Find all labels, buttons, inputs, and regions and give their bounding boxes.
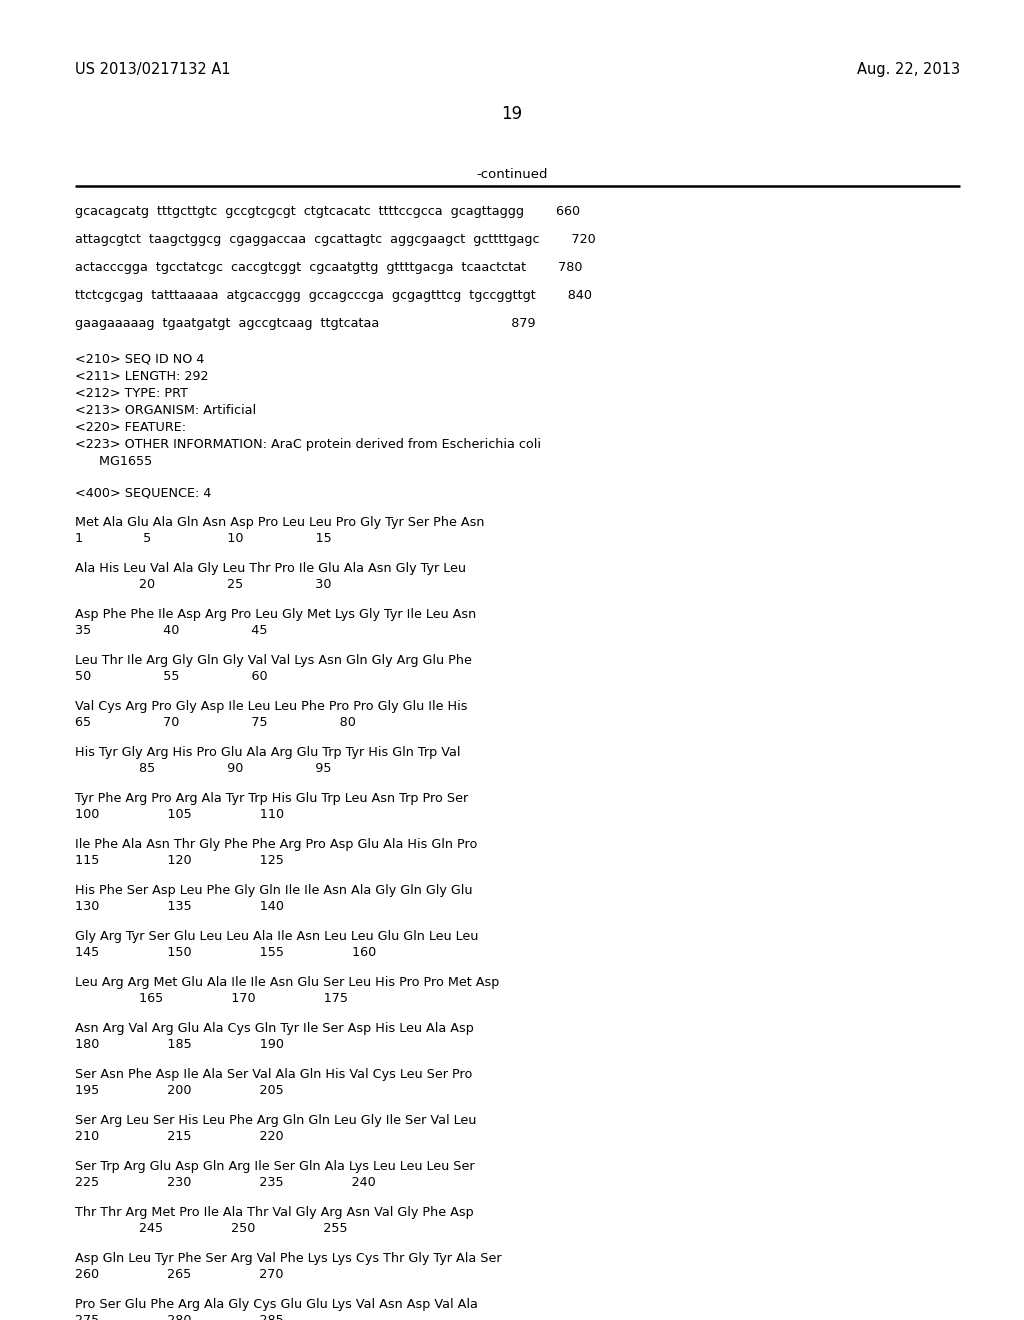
Text: US 2013/0217132 A1: US 2013/0217132 A1 <box>75 62 230 77</box>
Text: 100                 105                 110: 100 105 110 <box>75 808 284 821</box>
Text: Gly Arg Tyr Ser Glu Leu Leu Ala Ile Asn Leu Leu Glu Gln Leu Leu: Gly Arg Tyr Ser Glu Leu Leu Ala Ile Asn … <box>75 931 478 942</box>
Text: Ser Arg Leu Ser His Leu Phe Arg Gln Gln Leu Gly Ile Ser Val Leu: Ser Arg Leu Ser His Leu Phe Arg Gln Gln … <box>75 1114 476 1127</box>
Text: 65                  70                  75                  80: 65 70 75 80 <box>75 715 356 729</box>
Text: Thr Thr Arg Met Pro Ile Ala Thr Val Gly Arg Asn Val Gly Phe Asp: Thr Thr Arg Met Pro Ile Ala Thr Val Gly … <box>75 1206 474 1218</box>
Text: gcacagcatg  tttgcttgtc  gccgtcgcgt  ctgtcacatc  ttttccgcca  gcagttaggg        66: gcacagcatg tttgcttgtc gccgtcgcgt ctgtcac… <box>75 205 581 218</box>
Text: 210                 215                 220: 210 215 220 <box>75 1130 284 1143</box>
Text: His Phe Ser Asp Leu Phe Gly Gln Ile Ile Asn Ala Gly Gln Gly Glu: His Phe Ser Asp Leu Phe Gly Gln Ile Ile … <box>75 884 472 898</box>
Text: <211> LENGTH: 292: <211> LENGTH: 292 <box>75 370 209 383</box>
Text: 260                 265                 270: 260 265 270 <box>75 1269 284 1280</box>
Text: 275                 280                 285: 275 280 285 <box>75 1313 284 1320</box>
Text: Ser Asn Phe Asp Ile Ala Ser Val Ala Gln His Val Cys Leu Ser Pro: Ser Asn Phe Asp Ile Ala Ser Val Ala Gln … <box>75 1068 472 1081</box>
Text: Tyr Phe Arg Pro Arg Ala Tyr Trp His Glu Trp Leu Asn Trp Pro Ser: Tyr Phe Arg Pro Arg Ala Tyr Trp His Glu … <box>75 792 468 805</box>
Text: <400> SEQUENCE: 4: <400> SEQUENCE: 4 <box>75 486 211 499</box>
Text: Ser Trp Arg Glu Asp Gln Arg Ile Ser Gln Ala Lys Leu Leu Leu Ser: Ser Trp Arg Glu Asp Gln Arg Ile Ser Gln … <box>75 1160 475 1173</box>
Text: 130                 135                 140: 130 135 140 <box>75 900 284 913</box>
Text: 245                 250                 255: 245 250 255 <box>75 1222 347 1236</box>
Text: Asp Gln Leu Tyr Phe Ser Arg Val Phe Lys Lys Cys Thr Gly Tyr Ala Ser: Asp Gln Leu Tyr Phe Ser Arg Val Phe Lys … <box>75 1251 502 1265</box>
Text: 180                 185                 190: 180 185 190 <box>75 1038 284 1051</box>
Text: 85                  90                  95: 85 90 95 <box>75 762 332 775</box>
Text: 1               5                   10                  15: 1 5 10 15 <box>75 532 332 545</box>
Text: His Tyr Gly Arg His Pro Glu Ala Arg Glu Trp Tyr His Gln Trp Val: His Tyr Gly Arg His Pro Glu Ala Arg Glu … <box>75 746 461 759</box>
Text: <212> TYPE: PRT: <212> TYPE: PRT <box>75 387 188 400</box>
Text: Ile Phe Ala Asn Thr Gly Phe Phe Arg Pro Asp Glu Ala His Gln Pro: Ile Phe Ala Asn Thr Gly Phe Phe Arg Pro … <box>75 838 477 851</box>
Text: Ala His Leu Val Ala Gly Leu Thr Pro Ile Glu Ala Asn Gly Tyr Leu: Ala His Leu Val Ala Gly Leu Thr Pro Ile … <box>75 562 466 576</box>
Text: Leu Arg Arg Met Glu Ala Ile Ile Asn Glu Ser Leu His Pro Pro Met Asp: Leu Arg Arg Met Glu Ala Ile Ile Asn Glu … <box>75 975 500 989</box>
Text: 195                 200                 205: 195 200 205 <box>75 1084 284 1097</box>
Text: Pro Ser Glu Phe Arg Ala Gly Cys Glu Glu Lys Val Asn Asp Val Ala: Pro Ser Glu Phe Arg Ala Gly Cys Glu Glu … <box>75 1298 478 1311</box>
Text: 50                  55                  60: 50 55 60 <box>75 671 267 682</box>
Text: gaagaaaaag  tgaatgatgt  agccgtcaag  ttgtcataa                                 87: gaagaaaaag tgaatgatgt agccgtcaag ttgtcat… <box>75 317 536 330</box>
Text: attagcgtct  taagctggcg  cgaggaccaa  cgcattagtc  aggcgaagct  gcttttgagc        72: attagcgtct taagctggcg cgaggaccaa cgcatta… <box>75 234 596 246</box>
Text: 115                 120                 125: 115 120 125 <box>75 854 284 867</box>
Text: <210> SEQ ID NO 4: <210> SEQ ID NO 4 <box>75 352 205 366</box>
Text: Aug. 22, 2013: Aug. 22, 2013 <box>857 62 961 77</box>
Text: MG1655: MG1655 <box>75 455 153 469</box>
Text: 145                 150                 155                 160: 145 150 155 160 <box>75 946 376 960</box>
Text: <220> FEATURE:: <220> FEATURE: <box>75 421 186 434</box>
Text: 225                 230                 235                 240: 225 230 235 240 <box>75 1176 376 1189</box>
Text: Asp Phe Phe Ile Asp Arg Pro Leu Gly Met Lys Gly Tyr Ile Leu Asn: Asp Phe Phe Ile Asp Arg Pro Leu Gly Met … <box>75 609 476 620</box>
Text: -continued: -continued <box>476 168 548 181</box>
Text: Asn Arg Val Arg Glu Ala Cys Gln Tyr Ile Ser Asp His Leu Ala Asp: Asn Arg Val Arg Glu Ala Cys Gln Tyr Ile … <box>75 1022 474 1035</box>
Text: 35                  40                  45: 35 40 45 <box>75 624 267 638</box>
Text: Val Cys Arg Pro Gly Asp Ile Leu Leu Phe Pro Pro Gly Glu Ile His: Val Cys Arg Pro Gly Asp Ile Leu Leu Phe … <box>75 700 468 713</box>
Text: actacccgga  tgcctatcgc  caccgtcggt  cgcaatgttg  gttttgacga  tcaactctat        78: actacccgga tgcctatcgc caccgtcggt cgcaatg… <box>75 261 583 275</box>
Text: 165                 170                 175: 165 170 175 <box>75 993 348 1005</box>
Text: 20                  25                  30: 20 25 30 <box>75 578 332 591</box>
Text: <223> OTHER INFORMATION: AraC protein derived from Escherichia coli: <223> OTHER INFORMATION: AraC protein de… <box>75 438 541 451</box>
Text: <213> ORGANISM: Artificial: <213> ORGANISM: Artificial <box>75 404 256 417</box>
Text: 19: 19 <box>502 106 522 123</box>
Text: Leu Thr Ile Arg Gly Gln Gly Val Val Lys Asn Gln Gly Arg Glu Phe: Leu Thr Ile Arg Gly Gln Gly Val Val Lys … <box>75 653 472 667</box>
Text: ttctcgcgag  tatttaaaaa  atgcaccggg  gccagcccga  gcgagtttcg  tgccggttgt        84: ttctcgcgag tatttaaaaa atgcaccggg gccagcc… <box>75 289 592 302</box>
Text: Met Ala Glu Ala Gln Asn Asp Pro Leu Leu Pro Gly Tyr Ser Phe Asn: Met Ala Glu Ala Gln Asn Asp Pro Leu Leu … <box>75 516 484 529</box>
